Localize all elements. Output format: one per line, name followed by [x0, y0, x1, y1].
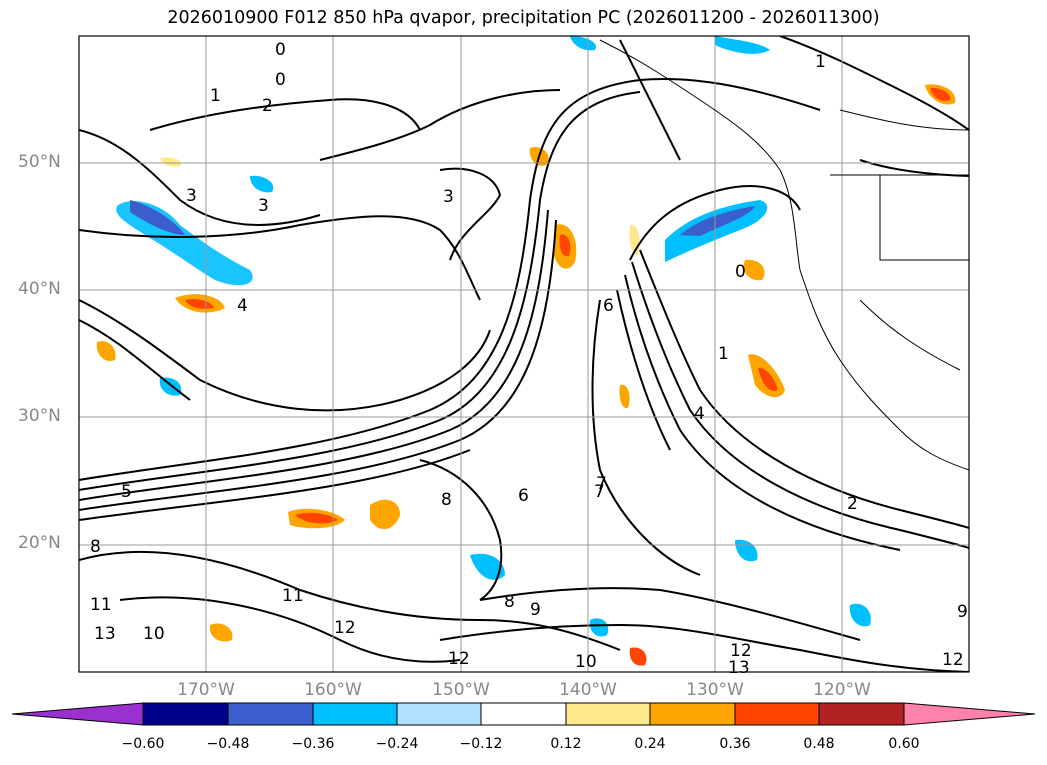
- contour-label: 4: [694, 404, 705, 424]
- map-title: 2026010900 F012 850 hPa qvapor, precipit…: [167, 8, 880, 28]
- contour-label: 3: [443, 187, 454, 207]
- contour-label: 8: [441, 490, 452, 510]
- contour-label: 12: [942, 650, 964, 670]
- contour-label: 6: [603, 296, 614, 316]
- lon-label: 140°W: [559, 680, 617, 700]
- lat-label: 40°N: [18, 279, 61, 299]
- contour-label: 13: [728, 658, 750, 678]
- contour-label: 10: [143, 624, 165, 644]
- colorbar-tick-label: −0.12: [459, 736, 503, 752]
- contour-label: 5: [121, 482, 132, 502]
- colorbar-extend-high: [903, 702, 1036, 726]
- lat-label: 50°N: [18, 152, 61, 172]
- colorbar: [11, 702, 1036, 726]
- contour-label: 6: [518, 486, 529, 506]
- contour-label: 13: [94, 624, 116, 644]
- contour-label: 9: [530, 600, 541, 620]
- lat-label: 20°N: [18, 533, 61, 553]
- map-frame: [78, 35, 970, 673]
- contour-label: 8: [504, 592, 515, 612]
- map-gridlines: [79, 36, 969, 672]
- lon-label: 150°W: [432, 680, 490, 700]
- contour-label: 8: [90, 537, 101, 557]
- lon-label: 160°W: [304, 680, 362, 700]
- map-plot-area: [79, 36, 969, 672]
- contour-label: 12: [334, 618, 356, 638]
- contour-label: 9: [957, 602, 968, 622]
- contour-label: 12: [730, 641, 752, 661]
- contour-label: 0: [275, 40, 286, 60]
- contour-label: 1: [210, 86, 221, 106]
- colorbar-tick-label: 0.12: [550, 736, 582, 752]
- lon-label: 120°W: [813, 680, 871, 700]
- contour-label: 11: [90, 595, 112, 615]
- lat-label: 30°N: [18, 406, 61, 426]
- contour-label: 10: [575, 652, 597, 672]
- contour-label: 1: [718, 344, 729, 364]
- lon-label: 130°W: [686, 680, 744, 700]
- contour-label: 7: [594, 482, 605, 502]
- colorbar-tick-label: 0.36: [719, 736, 751, 752]
- colorbar-tick-label: −0.60: [121, 736, 165, 752]
- contour-label: 12: [448, 649, 470, 669]
- contour-label: 11: [282, 586, 304, 606]
- colorbar-tick-label: −0.24: [375, 736, 419, 752]
- contour-label: 0: [735, 262, 746, 282]
- contour-label: 0: [275, 70, 286, 90]
- colorbar-tick-label: 0.48: [803, 736, 835, 752]
- contour-label: 7: [596, 474, 607, 494]
- colorbar-tick-label: −0.36: [291, 736, 335, 752]
- contour-label: 3: [186, 186, 197, 206]
- colorbar-tick-label: 0.60: [888, 736, 920, 752]
- contour-label: 2: [847, 494, 858, 514]
- contour-label: 4: [237, 296, 248, 316]
- contour-label: 3: [258, 196, 269, 216]
- contour-label: 2: [262, 96, 273, 116]
- precipitation-blobs: [96, 36, 956, 666]
- colorbar-tick-label: −0.48: [206, 736, 250, 752]
- contour-label: 1: [815, 52, 826, 72]
- colorbar-tick-label: 0.24: [634, 736, 666, 752]
- coastline: [599, 39, 969, 471]
- lon-label: 170°W: [177, 680, 235, 700]
